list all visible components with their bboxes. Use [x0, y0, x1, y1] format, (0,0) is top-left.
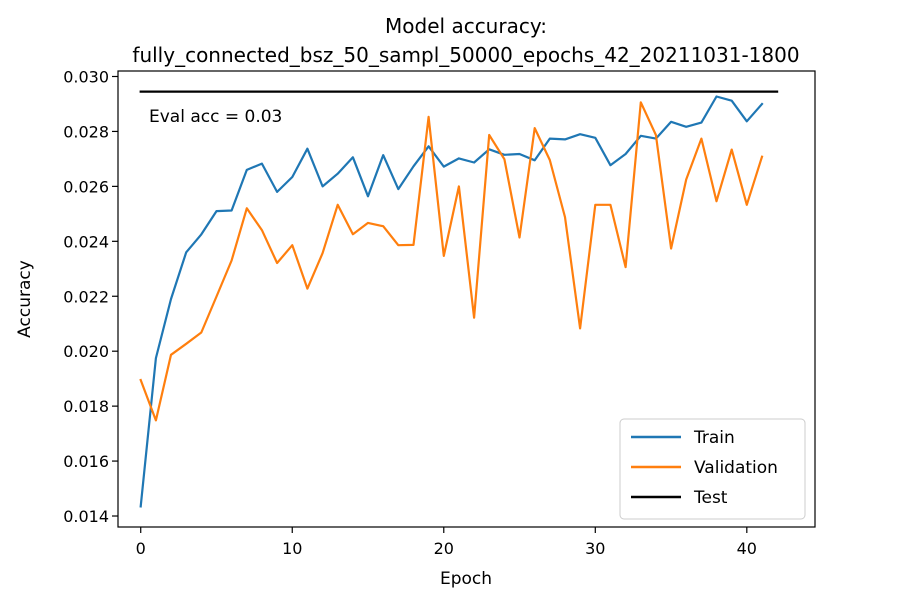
y-tick-label: 0.016 [63, 452, 109, 471]
legend-label-validation: Validation [694, 458, 778, 478]
chart-title-line2: fully_connected_bsz_50_sampl_50000_epoch… [132, 43, 799, 67]
x-tick-label: 20 [434, 539, 454, 558]
series-line-validation [139, 101, 764, 422]
y-tick-label: 0.022 [63, 287, 109, 306]
legend: Train Validation Test [619, 418, 806, 520]
legend-label-test: Test [693, 488, 728, 508]
y-axis: 0.014 0.016 0.018 0.020 0.022 0.024 0.026 0.028… [63, 67, 118, 526]
x-axis: 0 10 20 30 40 [136, 527, 757, 558]
y-tick-label: 0.026 [63, 177, 109, 196]
x-tick-label: 10 [282, 539, 302, 558]
x-tick-label: 30 [585, 539, 605, 558]
eval-accuracy-annotation: Eval acc = 0.03 [149, 107, 282, 127]
y-tick-label: 0.028 [63, 122, 109, 141]
y-tick-label: 0.014 [63, 507, 109, 526]
x-tick-label: 40 [737, 539, 757, 558]
legend-label-train: Train [693, 428, 735, 448]
legend-box [619, 418, 806, 520]
y-axis-label: Accuracy [15, 260, 35, 338]
plot-area [139, 90, 779, 508]
y-tick-label: 0.024 [63, 232, 109, 251]
x-axis-label: Epoch [440, 569, 492, 589]
y-tick-label: 0.020 [63, 342, 109, 361]
chart-title-line1: Model accuracy: [385, 14, 547, 38]
plot-frame [117, 70, 816, 528]
series-line-train [139, 95, 764, 508]
x-tick-label: 0 [136, 539, 146, 558]
y-tick-label: 0.018 [63, 397, 109, 416]
y-tick-label: 0.030 [63, 67, 109, 86]
